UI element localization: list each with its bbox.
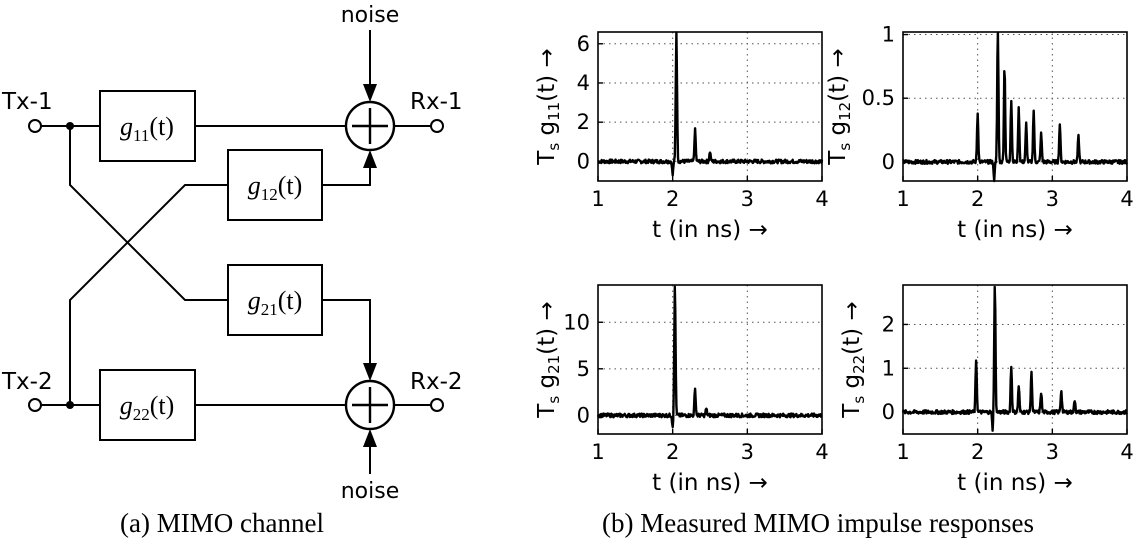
- xtick-label: 4: [1120, 187, 1133, 211]
- rx2-label: Rx-2: [410, 369, 463, 395]
- xtick-label: 2: [971, 187, 984, 211]
- trace-g22: [901, 285, 1128, 432]
- ytick-label: 0: [882, 150, 895, 174]
- ytick-label: 1: [882, 23, 895, 47]
- xtick-label: 1: [591, 187, 604, 211]
- x-axis-label: t (in ns) →: [652, 470, 768, 496]
- y-axis-label: Ts g11(t) →: [534, 48, 563, 165]
- tx1-label: Tx-1: [1, 89, 53, 115]
- chart-g11: 1 2 3 4 0 2 4 6 t (in ns) → Ts g11(t) →: [534, 31, 829, 243]
- xtick-label: 4: [815, 187, 828, 211]
- x-axis-label: t (in ns) →: [957, 470, 1073, 496]
- x-axis-label: t (in ns) →: [652, 217, 768, 243]
- ytick-label: 2: [577, 110, 590, 134]
- svg-text:g12(t): g12(t): [248, 171, 303, 204]
- chart-g12: 1 2 3 4 0 0.5 1 t (in ns) → Ts g12(t) →: [825, 23, 1134, 243]
- y-axis-label: Ts g21(t) →: [534, 301, 563, 418]
- ytick-label: 2: [882, 312, 895, 336]
- chart-g21: 1 2 3 4 0 5 10 t (in ns) → Ts g21(t) →: [534, 284, 829, 496]
- ytick-label: 4: [577, 71, 590, 95]
- xtick-label: 2: [666, 440, 679, 464]
- plot-frame: [902, 31, 1128, 182]
- x-axis-label: t (in ns) →: [957, 217, 1073, 243]
- xtick-label: 1: [896, 187, 909, 211]
- caption-a: (a) MIMO channel: [120, 508, 324, 538]
- xtick-label: 3: [1046, 187, 1059, 211]
- ytick-label: 5: [577, 357, 590, 381]
- trace-g12: [902, 31, 1128, 183]
- wires: [41, 30, 431, 474]
- xtick-label: 3: [741, 440, 754, 464]
- impulse-response-charts: 1 2 3 4 0 2 4 6 t (in ns) → Ts g11(t) → 1 2 3 4 0 0.5 1 t…: [534, 23, 1134, 496]
- adder-rx2: [344, 379, 396, 431]
- ytick-label: 0.5: [862, 86, 895, 110]
- xtick-label: 4: [815, 440, 828, 464]
- xtick-label: 2: [971, 440, 984, 464]
- ytick-label: 0: [882, 400, 895, 424]
- caption-b: (b) Measured MIMO impulse responses: [602, 508, 1034, 538]
- svg-text:g11(t): g11(t): [120, 112, 174, 145]
- arrowheads: [363, 84, 377, 447]
- plot-frame: [597, 284, 823, 435]
- rx1-terminal: [430, 119, 444, 133]
- rx1-label: Rx-1: [410, 89, 463, 115]
- block-g21: g21(t): [227, 264, 323, 336]
- block-g22: g22(t): [99, 369, 196, 441]
- y-axis-label: Ts g22(t) →: [839, 301, 868, 418]
- xtick-label: 3: [1046, 440, 1059, 464]
- svg-text:g21(t): g21(t): [248, 286, 303, 319]
- plot-frame: [597, 31, 823, 182]
- noise-label-bottom: noise: [341, 479, 400, 504]
- svg-text:g22(t): g22(t): [120, 391, 175, 424]
- ytick-label: 0: [577, 149, 590, 173]
- ytick-label: 1: [882, 356, 895, 380]
- trace-g21: [596, 285, 823, 429]
- mimo-channel-diagram: g11(t) g12(t) g21(t) g22(t) Tx-1 Tx-2 Rx…: [1, 3, 463, 538]
- ytick-label: 6: [577, 32, 590, 56]
- noise-label-top: noise: [341, 3, 400, 28]
- adder-rx1: [344, 100, 396, 152]
- rx2-terminal: [430, 398, 444, 412]
- xtick-label: 4: [1120, 440, 1133, 464]
- block-g12: g12(t): [227, 149, 323, 221]
- trace-g11: [597, 31, 824, 177]
- ytick-label: 0: [577, 403, 590, 427]
- tx2-label: Tx-2: [1, 369, 53, 395]
- xtick-label: 1: [591, 440, 604, 464]
- block-g11: g11(t): [99, 90, 196, 162]
- tx2-terminal: [28, 398, 42, 412]
- ytick-label: 10: [563, 310, 590, 334]
- xtick-label: 1: [896, 440, 909, 464]
- tx1-terminal: [28, 119, 42, 133]
- xtick-label: 2: [666, 187, 679, 211]
- xtick-label: 3: [741, 187, 754, 211]
- plot-frame: [902, 284, 1128, 435]
- y-axis-label: Ts g12(t) →: [825, 48, 854, 165]
